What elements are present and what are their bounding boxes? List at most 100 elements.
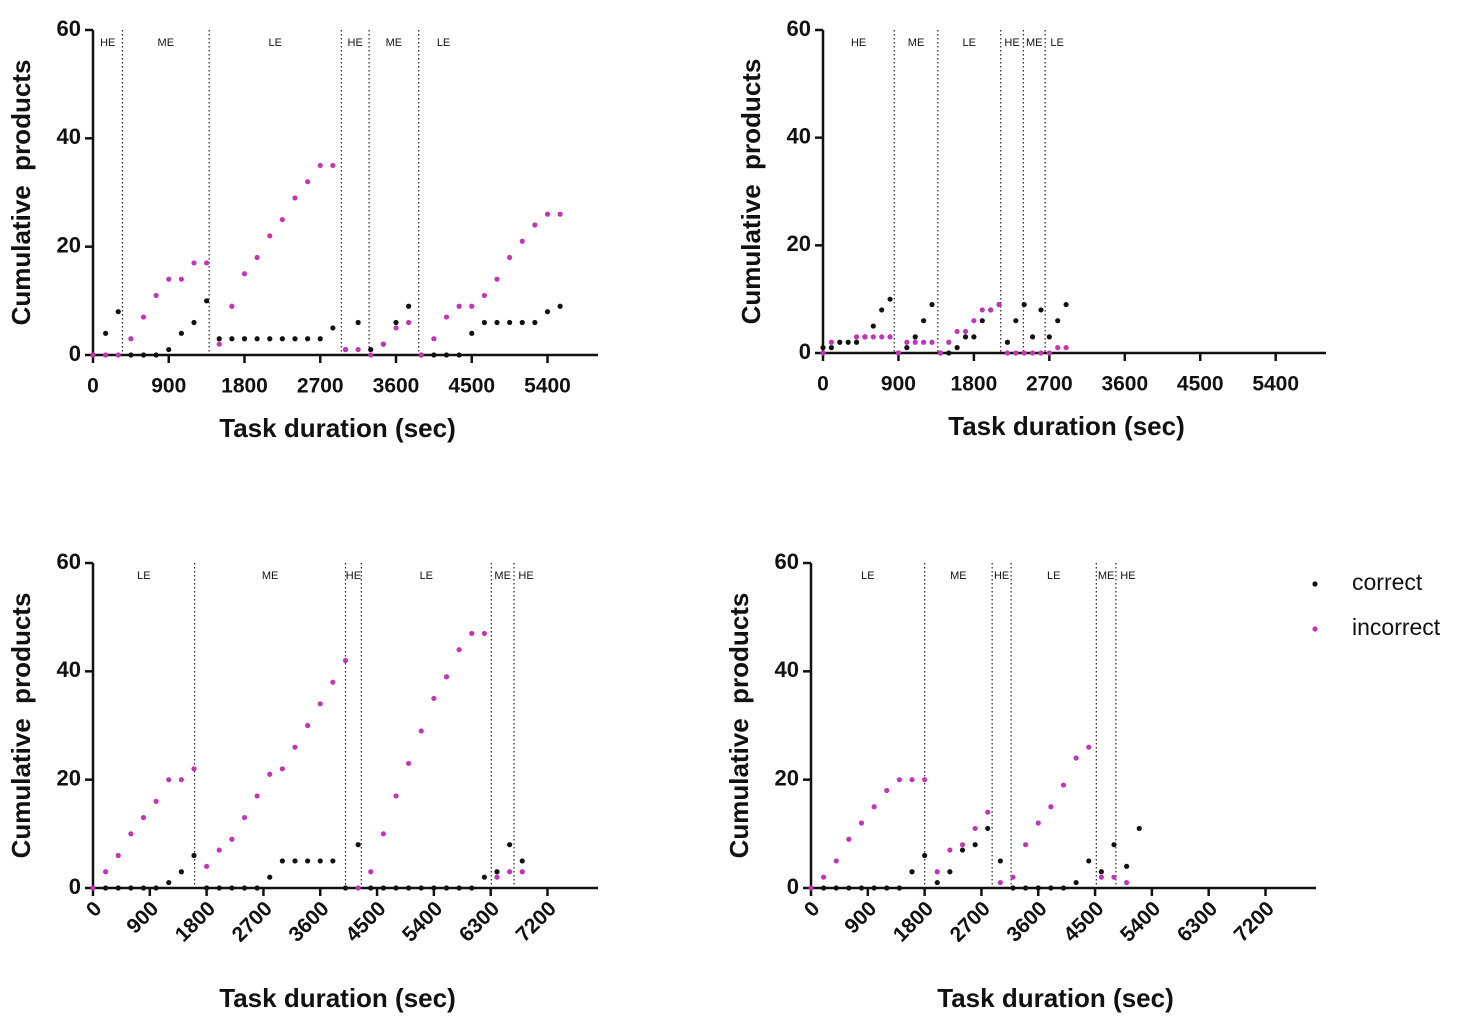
data-point — [279, 858, 285, 864]
data-point — [507, 254, 513, 261]
data-point — [305, 179, 311, 185]
data-point — [821, 885, 827, 891]
data-point — [1055, 318, 1061, 324]
data-point — [241, 814, 248, 821]
data-point — [1046, 334, 1052, 340]
data-point — [1013, 318, 1019, 324]
data-point — [204, 298, 210, 304]
phase-label: HE — [348, 37, 363, 49]
x-tick-label: 0 — [87, 375, 99, 398]
y-axis-label: Cumulative products — [6, 60, 36, 326]
data-point — [1035, 820, 1041, 826]
data-point — [1086, 744, 1092, 750]
data-point — [1111, 842, 1117, 848]
data-point — [481, 319, 487, 326]
data-point — [456, 303, 462, 309]
y-tick-label: 20 — [57, 765, 81, 790]
phase-label: LE — [1050, 37, 1063, 49]
data-point — [292, 858, 298, 864]
data-point — [934, 869, 940, 875]
data-point — [544, 309, 551, 315]
x-tick-label: 2700 — [228, 897, 277, 946]
x-tick-label: 1800 — [171, 897, 220, 946]
data-point — [216, 336, 222, 342]
data-point — [833, 858, 839, 864]
data-point — [946, 350, 952, 356]
data-point — [1013, 350, 1019, 356]
data-point — [90, 352, 96, 358]
data-point — [870, 323, 876, 329]
data-point — [1029, 334, 1036, 340]
data-point — [267, 233, 273, 239]
data-point — [229, 303, 235, 309]
data-point — [380, 341, 386, 347]
phase-label: ME — [1026, 37, 1043, 49]
data-point — [115, 309, 121, 315]
legend-marker — [1312, 581, 1318, 587]
data-point — [380, 831, 386, 837]
data-point — [393, 319, 399, 326]
y-tick-label: 60 — [787, 16, 811, 41]
x-tick-label: 5400 — [524, 375, 571, 398]
data-point — [996, 301, 1002, 308]
data-point — [853, 339, 860, 345]
data-point — [887, 296, 893, 302]
data-point — [166, 879, 172, 886]
y-axis-label: Cumulative products — [724, 593, 754, 859]
data-point — [90, 885, 96, 891]
data-point — [1098, 874, 1104, 880]
data-point — [544, 211, 551, 217]
data-point — [870, 334, 876, 340]
x-tick-label: 3600 — [373, 375, 420, 398]
data-point — [954, 345, 960, 351]
x-tick-label: 2700 — [1026, 373, 1073, 396]
data-point — [178, 869, 184, 875]
data-point — [895, 350, 902, 356]
data-point — [1060, 885, 1067, 891]
data-point — [406, 885, 412, 891]
data-point — [1038, 350, 1044, 356]
data-point — [418, 352, 424, 358]
data-point — [519, 869, 525, 875]
data-point — [1004, 350, 1011, 356]
data-point — [481, 630, 487, 637]
x-tick-label: 900 — [122, 897, 163, 938]
data-point — [115, 885, 121, 891]
data-point — [178, 330, 184, 336]
data-point — [330, 162, 336, 169]
y-tick-label: 40 — [57, 124, 81, 149]
data-point — [204, 885, 210, 891]
data-point — [103, 352, 109, 358]
data-point — [519, 319, 525, 326]
data-point — [979, 307, 985, 313]
data-point — [929, 301, 935, 308]
data-point — [140, 885, 147, 891]
data-point — [431, 352, 437, 358]
y-tick-label: 60 — [775, 549, 799, 574]
x-tick-label: 3600 — [1002, 897, 1051, 946]
data-point — [267, 771, 273, 777]
data-point — [456, 352, 462, 358]
phase-label: HE — [518, 570, 533, 582]
data-point — [921, 318, 927, 324]
y-tick-label: 0 — [799, 339, 811, 364]
phase-label: LE — [861, 570, 874, 582]
data-point — [153, 352, 159, 358]
x-axis-label: Task duration (sec) — [948, 411, 1184, 441]
data-point — [140, 814, 147, 821]
data-point — [368, 352, 374, 358]
data-point — [837, 339, 843, 345]
data-point — [393, 793, 399, 799]
data-point — [1023, 885, 1029, 891]
x-tick-label: 4500 — [341, 897, 390, 946]
phase-label: ME — [1098, 570, 1115, 582]
data-point — [896, 885, 902, 891]
data-point — [997, 858, 1003, 864]
panel: LE ME HE LE ME HE 0 20 40 60 0 900 1800 2700 3600 4500 5… — [6, 549, 598, 1013]
data-point — [431, 885, 437, 891]
data-point — [1098, 869, 1104, 875]
data-point — [971, 318, 977, 324]
data-point — [507, 869, 513, 875]
data-point — [355, 885, 361, 891]
